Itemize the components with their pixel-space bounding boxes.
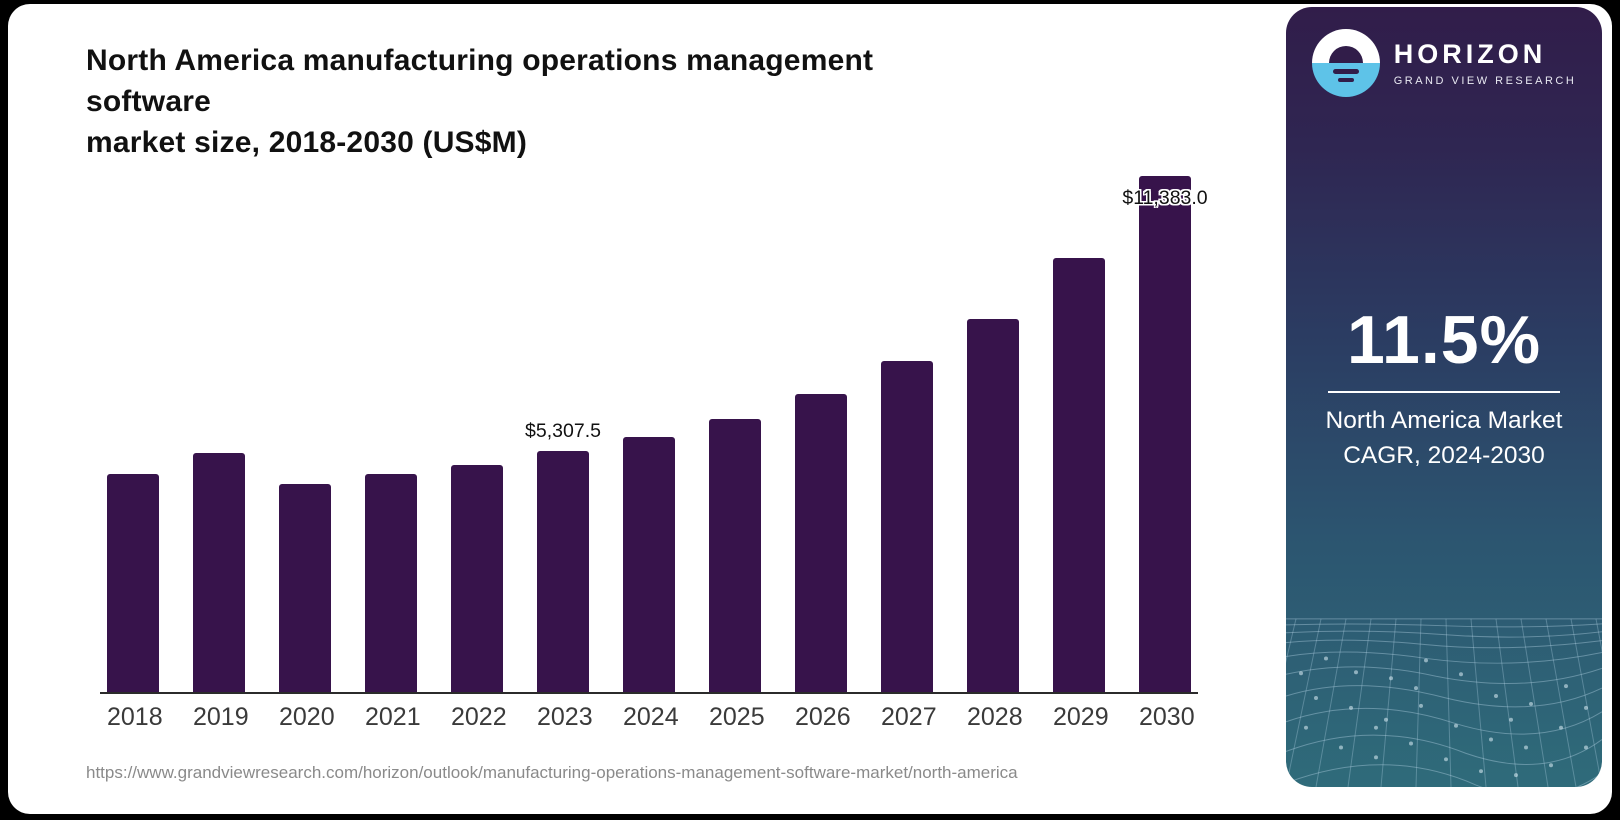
brand-text: HORIZON GRAND VIEW RESEARCH [1394,39,1577,87]
bar-rect-2030 [1139,176,1191,692]
bar-2030: $11,383.0 [1122,176,1208,692]
horizon-sun-logo-icon [1311,29,1380,97]
x-tick-2026: 2026 [795,703,851,731]
bar-rect-2018 [107,474,159,692]
x-tick-2025: 2025 [709,703,765,731]
bar-rect-2020 [279,484,331,692]
bar-2028 [967,176,1019,692]
source-url[interactable]: https://www.grandviewresearch.com/horizo… [86,763,1018,782]
x-tick-2020: 2020 [279,703,335,731]
chart-title: North America manufacturing operations m… [86,40,873,163]
data-label-2023: $5,307.5 [525,420,601,443]
bar-2021 [365,176,417,692]
x-tick-2030: 2030 [1139,703,1195,731]
cagr-block: 11.5% North America Market CAGR, 2024-20… [1286,301,1602,473]
bar-2020 [279,176,331,692]
bar-rect-2024 [623,437,675,692]
bar-rect-2022 [451,465,503,692]
cagr-label-line-2: CAGR, 2024-2030 [1343,442,1545,469]
x-tick-2022: 2022 [451,703,507,731]
brand-lockup: HORIZON GRAND VIEW RESEARCH [1286,29,1602,97]
sidebar: HORIZON GRAND VIEW RESEARCH 11.5% North … [1286,7,1602,787]
infographic-card: North America manufacturing operations m… [8,4,1612,814]
x-tick-2019: 2019 [193,703,249,731]
cagr-value: 11.5% [1346,302,1542,378]
bar-rect-2019 [193,452,245,692]
title-line-1: North America manufacturing operations m… [86,44,874,77]
x-tick-2023: 2023 [537,703,593,731]
title-line-3: market size, 2018-2030 (US$M) [86,126,528,159]
bar-2024 [623,176,675,692]
bar-2027 [881,176,933,692]
bar-chart: $5,307.5 $11,383.0 2018 2019 2020 2021 2022 20… [100,176,1208,732]
logo-sun-shape [1328,46,1363,63]
brand-subtitle: GRAND VIEW RESEARCH [1393,75,1577,87]
logo-reflection-line [1337,78,1354,82]
bar-rect-2023 [537,451,589,692]
bar-rect-2026 [795,394,847,692]
x-tick-2018: 2018 [107,703,163,731]
x-axis-line [100,692,1198,694]
cagr-divider [1328,391,1560,393]
bar-rect-2025 [709,419,761,692]
bar-2019 [193,176,245,692]
bar-rect-2021 [365,474,417,692]
bar-2026 [795,176,847,692]
cagr-label: North America Market CAGR, 2024-2030 [1286,403,1602,473]
bar-series: $5,307.5 $11,383.0 [107,176,1208,692]
cagr-label-line-1: North America Market [1325,407,1563,434]
logo-reflection-line [1332,69,1359,74]
wireframe-mesh-graphic [1286,618,1602,787]
bar-2025 [709,176,761,692]
bar-2029 [1053,176,1105,692]
brand-name: HORIZON [1393,39,1547,69]
x-axis-labels: 2018 2019 2020 2021 2022 2023 2024 2025 2026 2027… [107,703,1198,732]
bar-rect-2028 [967,318,1019,692]
bar-rect-2029 [1053,257,1105,692]
bar-2023: $5,307.5 [525,176,601,692]
bar-2018 [107,176,159,692]
x-tick-2029: 2029 [1053,703,1109,731]
x-tick-2021: 2021 [365,703,421,731]
bar-rect-2027 [881,361,933,692]
x-tick-2028: 2028 [967,703,1023,731]
data-label-2030: $11,383.0 [1122,187,1208,209]
bar-2022 [451,176,503,692]
x-tick-2027: 2027 [881,703,937,731]
x-tick-2024: 2024 [623,703,679,731]
title-line-2: software [86,85,211,118]
